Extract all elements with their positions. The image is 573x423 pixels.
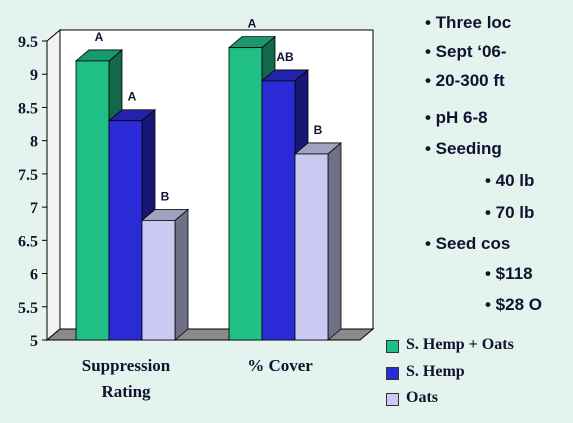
bar	[75, 60, 110, 341]
bar-side	[174, 208, 189, 341]
bar-data-label: AB	[276, 50, 294, 64]
bar	[141, 219, 176, 341]
bar	[294, 153, 329, 341]
bar-data-label: A	[95, 30, 104, 44]
y-tick-label: 6	[30, 267, 38, 284]
x-category-label: Rating	[101, 382, 151, 401]
bar-data-label: A	[248, 17, 257, 31]
bullet-item: • $118	[485, 264, 533, 283]
bar	[228, 47, 263, 341]
legend-label: S. Hemp + Oats	[406, 336, 514, 353]
bar-data-label: A	[128, 90, 137, 104]
y-tick-label: 5	[30, 333, 38, 350]
y-tick-label: 8	[30, 134, 38, 151]
y-tick-label: 7	[30, 200, 38, 217]
chart-side-wall	[46, 28, 61, 342]
x-category-label: Suppression	[82, 356, 171, 375]
bullet-item: • Seed cos	[425, 234, 511, 253]
bullet-item: • 40 lb	[485, 171, 535, 190]
legend-swatch	[386, 393, 399, 406]
legend-label: S. Hemp	[406, 363, 465, 380]
y-tick-label: 6.5	[18, 233, 38, 250]
bullet-item: • Seeding	[425, 139, 502, 158]
x-category-label: % Cover	[247, 356, 313, 375]
bullet-item: • 70 lb	[485, 203, 535, 222]
bullet-item: • Three loc	[425, 13, 512, 32]
y-tick-label: 5.5	[18, 300, 38, 317]
y-tick-label: 7.5	[18, 167, 38, 184]
bar	[261, 80, 296, 341]
bullet-item: • 20-300 ft	[425, 71, 505, 90]
legend-swatch	[386, 340, 399, 353]
y-tick-label: 8.5	[18, 100, 38, 117]
y-tick-label: 9	[30, 67, 38, 84]
bar-side	[327, 142, 342, 341]
bullet-item: • pH 6-8	[425, 108, 488, 127]
bullet-item: • $28 O	[485, 295, 542, 314]
bar-data-label: B	[161, 189, 170, 203]
y-tick-label: 9.5	[18, 34, 38, 51]
legend-swatch	[386, 367, 399, 380]
bar-data-label: B	[314, 123, 323, 137]
bullet-item: • Sept ‘06-	[425, 42, 507, 61]
legend-label: Oats	[406, 389, 438, 406]
bar	[108, 120, 143, 341]
bar-chart: 55.566.577.588.599.5 AABAABBSuppressionRa…	[18, 17, 375, 401]
